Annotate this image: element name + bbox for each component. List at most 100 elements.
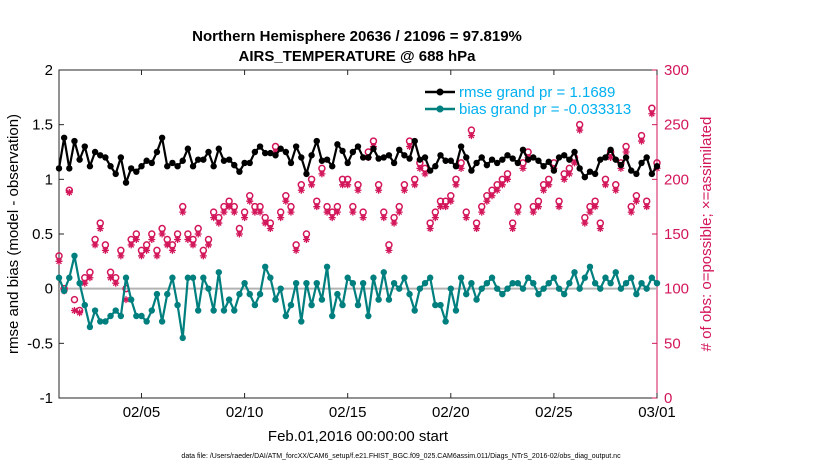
obs-assimilated-point (400, 186, 408, 194)
bias-point (267, 274, 274, 281)
obs-assimilated-point (76, 309, 84, 317)
bias-point (158, 318, 166, 325)
bias-point (127, 296, 135, 303)
rmse-point (256, 143, 264, 150)
obs-assimilated-point (483, 197, 491, 205)
obs-assimilated-point (55, 257, 63, 265)
obs-assimilated-point (313, 203, 321, 211)
bias-point (437, 301, 444, 309)
obs-assimilated-point (261, 219, 269, 227)
legend: rmse grand pr = 1.1689 bias grand pr = -… (425, 84, 631, 118)
rmse-point (602, 154, 609, 161)
bias-point (597, 285, 604, 292)
bias-point (107, 312, 114, 320)
bias-point (112, 307, 119, 314)
rmse-point (334, 141, 341, 148)
rmse-point (231, 161, 238, 169)
obs-assimilated-point (287, 208, 295, 216)
bias-point (287, 301, 295, 309)
rmse-point (442, 157, 449, 164)
bias-point (442, 318, 449, 325)
bias-point (169, 274, 176, 281)
bias-point (97, 318, 104, 325)
rmse-point (514, 159, 522, 167)
bias-point (133, 312, 140, 320)
obs-assimilated-point (431, 214, 439, 222)
obs-assimilated-point (220, 208, 228, 216)
rmse-point (426, 167, 434, 174)
obs-assimilated-point (251, 208, 259, 216)
obs-possible-point (70, 295, 79, 304)
obs-assimilated-point (612, 186, 620, 194)
obs-assimilated-point (225, 203, 233, 211)
bias-point (617, 285, 625, 292)
obs-assimilated-point (122, 296, 130, 304)
bias-point (91, 307, 99, 314)
rmse-point (272, 152, 279, 159)
rmse-point (76, 156, 83, 163)
rmse-point (55, 165, 63, 172)
rmse-point (396, 146, 403, 154)
y-ticks-right: 0 50 100 150 200 250 300 (652, 62, 689, 407)
obs-assimilated-point (421, 170, 429, 178)
rmse-point (112, 170, 119, 178)
rmse-point (117, 154, 125, 161)
obs-assimilated-point (359, 214, 367, 222)
bias-point (76, 280, 83, 287)
y-tick-left-label: -0.5 (27, 335, 53, 352)
rmse-point (653, 163, 661, 170)
obs-assimilated-point (246, 197, 254, 205)
chart-title-line1: Northern Hemisphere 20636 / 21096 = 97.8… (192, 28, 522, 45)
rmse-point (416, 156, 424, 163)
obs-assimilated-point (349, 208, 357, 216)
bias-point (602, 274, 609, 281)
rmse-point (370, 145, 377, 152)
rmse-point (545, 158, 552, 166)
rmse-point (205, 148, 212, 156)
bias-point (334, 290, 341, 298)
obs-assimilated-point (607, 153, 615, 161)
rmse-point (143, 157, 150, 164)
obs-assimilated-point (272, 148, 280, 156)
bias-point (282, 312, 290, 320)
rmse-point (318, 157, 326, 164)
obs-assimilated-point (339, 181, 347, 189)
bias-point (509, 280, 516, 287)
bias-point (318, 296, 326, 303)
rmse-point (530, 154, 537, 161)
obs-assimilated-point (586, 208, 594, 216)
rmse-point (339, 147, 346, 155)
obs-assimilated-point (292, 246, 300, 254)
rmse-point (277, 145, 284, 152)
obs-assimilated-point (395, 208, 403, 216)
x-tick-label: 02/10 (226, 404, 264, 421)
y-axis-label-left: rmse and bias (model - observation) (5, 114, 22, 354)
bias-point (138, 312, 145, 320)
y-tick-right-label: 250 (664, 117, 689, 134)
rmse-point (138, 163, 145, 170)
bias-point (292, 280, 300, 287)
bias-point (576, 285, 583, 292)
rmse-point (313, 137, 320, 145)
rmse-point (463, 154, 470, 161)
rmse-point (303, 170, 310, 178)
bias-point (401, 274, 408, 281)
bias-point (262, 263, 269, 270)
obs-assimilated-point (91, 241, 99, 249)
y-tick-right-label: 150 (664, 226, 689, 243)
bias-point (648, 274, 656, 281)
bias-point (277, 285, 284, 292)
bias-point (215, 269, 223, 276)
obs-assimilated-point (529, 208, 537, 216)
bias-point (463, 290, 470, 298)
rmse-point (148, 159, 155, 167)
rmse-point (571, 148, 578, 156)
bias-point (184, 274, 192, 281)
bias-point (220, 307, 228, 314)
rmse-point (488, 156, 496, 163)
y-tick-right-label: 0 (664, 390, 672, 407)
bias-point (530, 280, 537, 287)
obs-assimilated-point (179, 208, 187, 216)
rmse-point (617, 161, 625, 169)
bias-point (628, 274, 635, 281)
